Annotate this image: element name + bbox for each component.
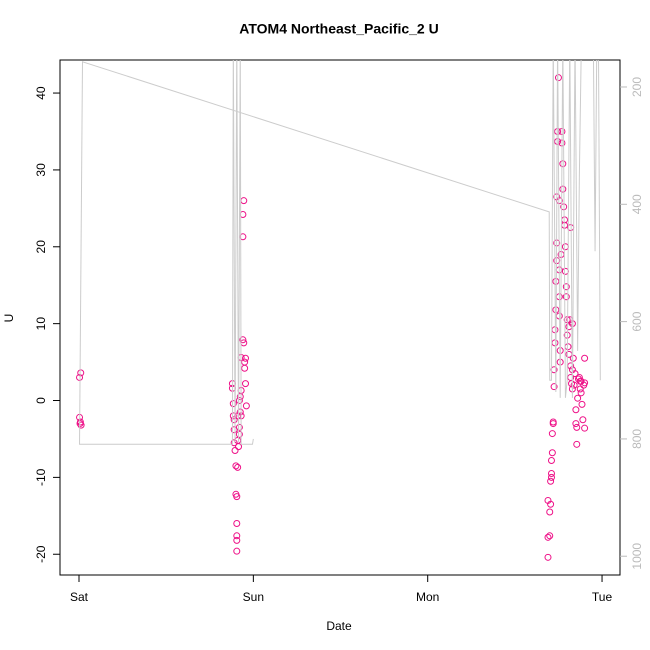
data-point [547, 477, 555, 485]
chart-title: ATOM4 Northeast_Pacific_2 U [239, 21, 438, 37]
y-tick-label: -10 [34, 468, 48, 486]
depth-line [79, 60, 601, 445]
data-point [547, 473, 555, 481]
data-point [233, 547, 241, 555]
y2-tick-label: 600 [630, 311, 644, 331]
data-point [581, 354, 589, 362]
data-point [572, 420, 580, 428]
data-point [547, 500, 555, 508]
data-point [239, 336, 247, 344]
data-point [570, 381, 578, 389]
data-point [233, 536, 241, 544]
data-point [577, 389, 585, 397]
data-point [572, 406, 580, 414]
data-point [544, 553, 552, 561]
data-point [241, 358, 249, 366]
data-point [547, 470, 555, 478]
data-point [577, 377, 585, 385]
data-point [233, 493, 241, 501]
data-point [573, 423, 581, 431]
y2-tick-label: 1000 [630, 543, 644, 570]
data-point [561, 243, 569, 251]
data-point [573, 440, 581, 448]
data-point [562, 283, 570, 291]
data-point [235, 430, 243, 438]
data-point [235, 423, 243, 431]
y-tick-label: -20 [34, 545, 48, 563]
x-tick-label: Mon [416, 590, 439, 604]
y-tick-label: 10 [34, 317, 48, 331]
data-point [546, 508, 554, 516]
data-point [578, 400, 586, 408]
y2-tick-label: 800 [630, 429, 644, 449]
x-tick-label: Tue [592, 590, 613, 604]
y-tick-label: 20 [34, 240, 48, 254]
data-point [581, 379, 589, 387]
x-tick-label: Sat [70, 590, 89, 604]
y-axis-label: U [2, 314, 16, 323]
data-point [548, 449, 556, 457]
data-point [575, 373, 583, 381]
data-point [559, 160, 567, 168]
y2-tick-label: 400 [630, 194, 644, 214]
data-point [233, 520, 241, 527]
y-tick-label: 0 [34, 397, 48, 404]
data-point [242, 380, 250, 388]
y-tick-label: 30 [34, 163, 48, 177]
data-point [242, 402, 250, 410]
data-point [544, 533, 552, 541]
data-point [568, 320, 576, 328]
y2-tick-label: 200 [630, 77, 644, 97]
data-point [547, 456, 555, 464]
data-point [552, 277, 560, 285]
data-point [579, 416, 587, 424]
data-point [76, 418, 84, 426]
data-point [241, 364, 249, 372]
data-point [229, 400, 237, 408]
data-point [548, 430, 556, 438]
data-point [581, 424, 589, 432]
data-point [230, 416, 238, 424]
data-point [569, 354, 577, 362]
data-point [234, 463, 242, 471]
data-point [236, 408, 244, 416]
x-tick-label: Sun [243, 590, 264, 604]
x-axis-label: Date [326, 619, 352, 633]
y-tick-label: 40 [34, 86, 48, 100]
data-point [240, 197, 248, 205]
data-point [232, 462, 240, 470]
data-point [235, 397, 243, 405]
plot-area [76, 60, 601, 561]
data-point [559, 185, 567, 193]
data-point [242, 354, 250, 362]
data-point [233, 532, 241, 540]
data-point [229, 412, 237, 420]
data-point [230, 439, 238, 447]
data-point [546, 532, 554, 540]
data-point [77, 421, 85, 429]
data-point [549, 418, 557, 426]
data-point [231, 446, 239, 454]
data-point [550, 383, 558, 391]
plot-frame [59, 59, 621, 576]
data-point [554, 74, 562, 82]
data-point [562, 293, 570, 301]
data-point [576, 385, 584, 393]
data-point [77, 369, 85, 377]
data-point [574, 394, 582, 402]
data-point [235, 443, 243, 451]
data-point [564, 343, 572, 351]
